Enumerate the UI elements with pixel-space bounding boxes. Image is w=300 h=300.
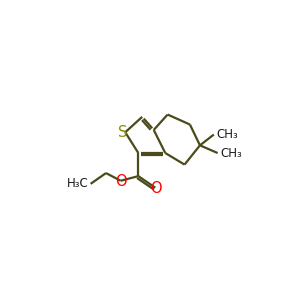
Text: S: S	[118, 125, 128, 140]
Text: CH₃: CH₃	[220, 146, 242, 160]
Text: H₃C: H₃C	[67, 177, 88, 190]
Text: CH₃: CH₃	[216, 128, 238, 141]
Text: O: O	[116, 174, 127, 189]
Text: O: O	[150, 181, 162, 196]
